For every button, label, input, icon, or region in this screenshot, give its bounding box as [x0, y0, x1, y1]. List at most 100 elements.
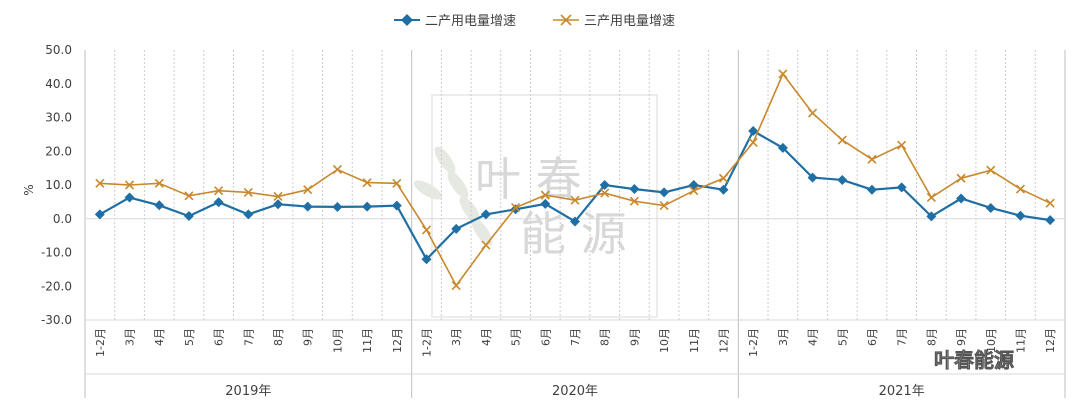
data-point	[629, 196, 639, 206]
data-point	[748, 126, 759, 136]
data-point	[480, 209, 491, 220]
data-point	[807, 172, 818, 183]
legend-item-series-1: 二产用电量增速	[394, 14, 516, 29]
data-point	[866, 184, 877, 195]
data-point	[777, 142, 788, 153]
x-tick-label: 6月	[866, 328, 879, 346]
x-tick-label: 4月	[153, 328, 166, 346]
data-point	[421, 225, 432, 235]
data-point	[599, 180, 610, 190]
data-point	[273, 191, 283, 202]
data-point	[332, 164, 342, 175]
data-point	[273, 199, 284, 210]
y-tick-label: 10.0	[45, 178, 72, 192]
data-point	[511, 203, 521, 213]
watermark-line2: 能 源	[520, 207, 627, 261]
data-point	[570, 195, 580, 205]
x-tick-label: 7月	[896, 328, 909, 346]
legend-label-series-2: 三产用电量增速	[584, 14, 675, 29]
watermark-line1: 叶 春	[475, 152, 582, 206]
y-tick-label: 0.0	[53, 212, 72, 226]
x-tick-label: 8月	[599, 328, 612, 346]
data-point	[808, 108, 818, 118]
y-tick-label: 40.0	[45, 77, 72, 91]
data-point	[94, 209, 105, 220]
data-point	[837, 174, 848, 185]
y-tick-label: -30.0	[41, 313, 72, 327]
data-point	[600, 188, 610, 198]
wechat-icon	[905, 349, 927, 371]
x-tick-label: 11月	[1014, 328, 1027, 353]
legend-label-series-1: 二产用电量增速	[425, 14, 516, 29]
data-point	[451, 223, 462, 234]
x-tick-label: 12月	[391, 328, 404, 353]
series-1	[94, 126, 1056, 265]
x-tick-label: 5月	[836, 328, 849, 346]
data-point	[629, 184, 640, 195]
series-2	[95, 69, 1055, 291]
data-point	[659, 201, 669, 211]
data-point	[718, 173, 729, 183]
x-tick-label: 7月	[569, 328, 582, 346]
x-tick-label: 1-2月	[421, 328, 434, 357]
x-axis-ticks: 1-2月 3月 4月 5月 6月 7月 8月 9月 10月 11月 12月 1-2月 3月 4月 5月 6月 7…	[94, 328, 1057, 357]
data-point	[213, 197, 224, 208]
x-tick-label: 5月	[183, 328, 196, 346]
x-tick-label: 8月	[925, 328, 938, 346]
x-tick-label: 11月	[688, 328, 701, 353]
data-point	[124, 180, 135, 190]
data-point	[926, 211, 937, 222]
x-tick-label: 9月	[302, 328, 315, 346]
data-point	[1045, 215, 1056, 226]
y-tick-label: 30.0	[45, 111, 72, 125]
y-tick-label: 50.0	[45, 43, 72, 57]
data-point	[95, 178, 105, 188]
x-tick-label: 10月	[331, 328, 344, 353]
data-point	[689, 186, 699, 196]
x-tick-label: 1-2月	[747, 328, 760, 357]
year-label: 2019年	[225, 384, 271, 399]
data-point	[718, 184, 729, 195]
x-tick-label: 10月	[985, 328, 998, 353]
x-tick-label: 9月	[628, 328, 641, 346]
data-point	[124, 192, 135, 203]
x-tick-label: 8月	[272, 328, 285, 346]
x-tick-label: 7月	[242, 328, 255, 346]
data-point	[570, 216, 580, 227]
x-tick-label: 10月	[658, 328, 671, 353]
x-tick-label: 9月	[955, 328, 968, 346]
data-point	[1015, 184, 1026, 194]
data-point	[451, 281, 461, 291]
x-tick-label: 5月	[510, 328, 523, 346]
data-point	[243, 209, 254, 220]
data-point	[778, 69, 788, 79]
data-point	[214, 186, 224, 196]
data-point	[392, 178, 402, 188]
x-tick-label: 3月	[124, 328, 137, 346]
x-tick-label: 3月	[777, 328, 790, 346]
data-point	[481, 240, 491, 250]
data-point	[243, 187, 253, 197]
series-layer	[94, 69, 1056, 291]
watermark: 叶 春 能 源	[413, 94, 658, 318]
y-tick-label: -10.0	[41, 246, 72, 260]
data-point	[184, 191, 194, 201]
x-marker-icon	[560, 14, 572, 26]
data-point	[956, 193, 967, 204]
x-tick-label: 12月	[717, 328, 730, 353]
x-tick-label: 3月	[450, 328, 463, 346]
data-point	[896, 182, 907, 193]
x-tick-label: 4月	[807, 328, 820, 346]
data-point	[391, 200, 402, 211]
data-point	[1015, 210, 1026, 221]
data-point	[362, 201, 373, 212]
x-tick-label: 4月	[480, 328, 493, 346]
data-point	[421, 254, 432, 265]
data-point	[956, 173, 966, 183]
x-tick-label: 6月	[213, 328, 226, 346]
data-point	[926, 192, 936, 203]
x-tick-label: 1-2月	[94, 328, 107, 357]
y-tick-label: -20.0	[41, 279, 72, 293]
year-label: 2020年	[552, 384, 598, 399]
data-point	[867, 154, 877, 164]
